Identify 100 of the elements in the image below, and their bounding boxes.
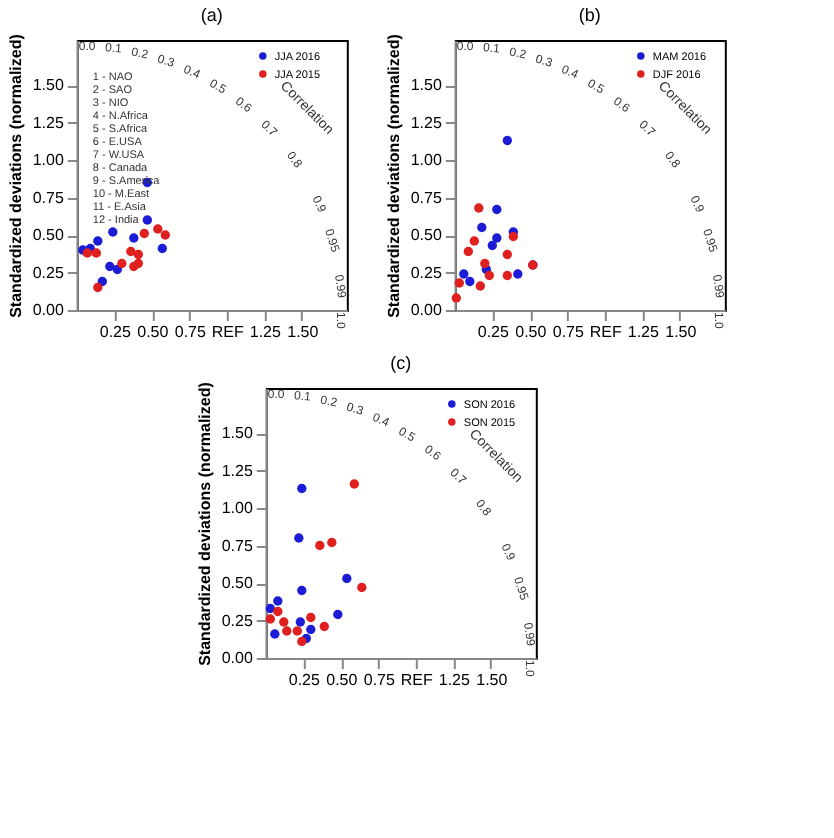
x-tick-label: 1.50 (665, 323, 698, 341)
x-tick-label: 1.25 (627, 323, 660, 341)
point (306, 624, 316, 635)
x-tick-label: REF (400, 671, 434, 689)
x-tick-label: 1.50 (287, 323, 320, 341)
point (451, 293, 461, 303)
point (349, 479, 359, 489)
x-tick-label: 0.50 (137, 323, 170, 341)
point (294, 533, 304, 543)
y-tick-label: 1.25 (221, 461, 254, 480)
y-tick-label: 0.75 (221, 536, 254, 555)
point (502, 270, 512, 281)
point (297, 483, 307, 494)
y-tick-label: 0.25 (221, 611, 254, 630)
point (469, 236, 479, 246)
point (333, 609, 343, 620)
point (475, 281, 485, 291)
point (319, 621, 329, 632)
point (327, 537, 337, 548)
point (133, 249, 143, 260)
y-axis-title: Standardized deviations (normalized) (384, 33, 403, 318)
y-tick-label: 1.50 (221, 424, 254, 442)
point (273, 596, 283, 606)
point (160, 230, 170, 240)
y-tick-label: 0.75 (410, 188, 443, 207)
y-tick-label: 1.00 (410, 151, 443, 169)
point (454, 278, 464, 288)
point (157, 243, 167, 254)
y-tick-label: 0.25 (410, 263, 443, 282)
point (480, 258, 490, 269)
point (91, 248, 101, 258)
point (279, 617, 289, 627)
y-tick-label: 0.00 (410, 301, 443, 319)
y-tick-label: 1.25 (32, 113, 65, 132)
point (477, 222, 487, 233)
chart-title: (a) (200, 5, 223, 26)
point (463, 246, 473, 257)
point (273, 606, 283, 617)
chart-title: (b) (578, 5, 601, 26)
point (129, 233, 139, 243)
point (292, 626, 302, 636)
point (153, 224, 163, 234)
y-tick-label: 0.50 (410, 226, 443, 244)
point (97, 276, 107, 287)
point (126, 246, 136, 257)
point (465, 276, 475, 287)
y-tick-label: 0.00 (32, 301, 65, 319)
point (342, 573, 352, 584)
point (117, 258, 127, 269)
y-tick-label: 1.00 (32, 151, 65, 169)
point (484, 270, 494, 281)
point (357, 582, 367, 593)
x-tick-label: 0.50 (515, 323, 548, 341)
y-axis-title: Standardized deviations (normalized) (6, 33, 25, 318)
x-tick-label: 1.25 (249, 323, 282, 341)
y-tick-label: 0.50 (221, 574, 254, 592)
chart-title: (c) (390, 353, 412, 374)
point (270, 629, 280, 639)
x-tick-label: 1.25 (438, 671, 471, 689)
point (492, 233, 502, 243)
x-tick-label: 0.50 (326, 671, 359, 689)
y-axis-title: Standardized deviations (normalized) (195, 381, 214, 666)
point (295, 617, 305, 627)
point (502, 249, 512, 260)
y-tick-label: 1.50 (32, 76, 65, 94)
point (108, 227, 118, 237)
point (513, 269, 523, 279)
x-tick-label: 1.50 (476, 671, 509, 689)
point (487, 240, 497, 251)
point (282, 626, 292, 636)
y-tick-label: 0.25 (32, 263, 65, 282)
point (142, 215, 152, 225)
point (459, 269, 469, 279)
point (265, 614, 275, 624)
y-tick-label: 1.50 (410, 76, 443, 94)
point (502, 135, 512, 146)
x-tick-label: REF (211, 323, 245, 341)
point (297, 585, 307, 596)
x-tick-label: 0.25 (288, 671, 321, 689)
point (105, 261, 115, 272)
x-tick-label: REF (589, 323, 623, 341)
y-tick-label: 0.50 (32, 226, 65, 244)
x-tick-label: 0.25 (477, 323, 510, 341)
y-tick-label: 0.75 (32, 188, 65, 207)
point (93, 236, 103, 246)
x-tick-label: 0.25 (99, 323, 132, 341)
point (474, 203, 484, 213)
point (265, 603, 275, 614)
y-tick-label: 1.00 (221, 499, 254, 517)
x-tick-label: 0.75 (552, 323, 585, 341)
y-tick-label: 0.00 (221, 649, 254, 667)
x-tick-label: 0.75 (174, 323, 207, 341)
y-tick-label: 1.25 (410, 113, 443, 132)
point (306, 612, 316, 623)
x-tick-label: 0.75 (363, 671, 396, 689)
point (315, 540, 325, 551)
point (93, 282, 103, 293)
point (492, 204, 502, 215)
point (139, 228, 149, 239)
point (508, 231, 518, 242)
